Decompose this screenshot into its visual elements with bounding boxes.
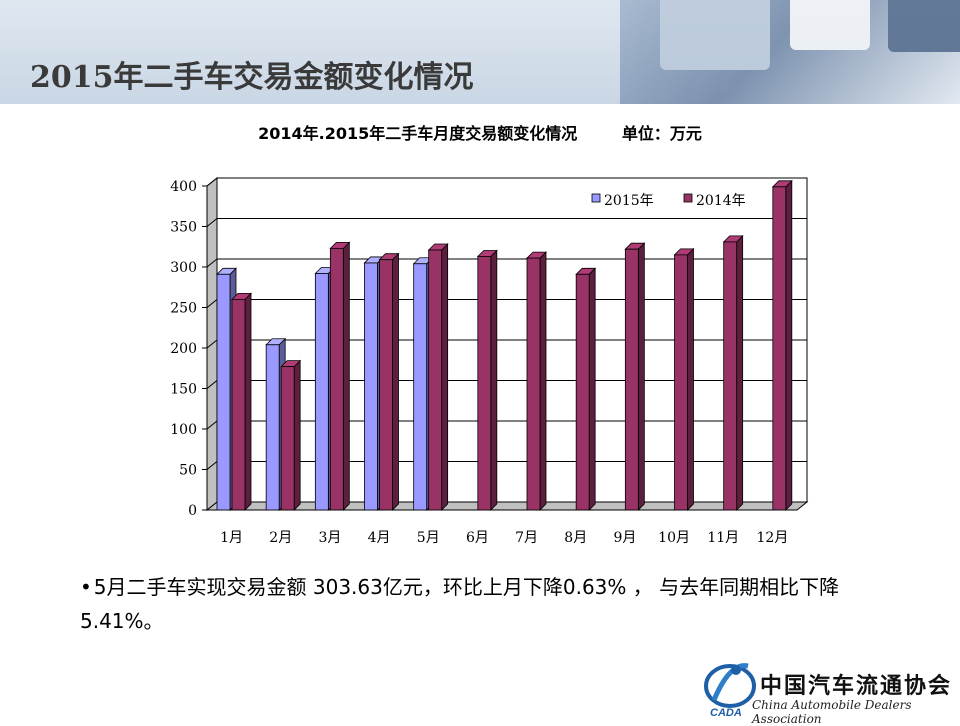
bar-side xyxy=(490,249,498,511)
bar-side xyxy=(293,359,301,511)
chart-title: 2014年.2015年二手车月度交易额变化情况 单位：万元 xyxy=(258,124,702,143)
x-tick-label: 5月 xyxy=(417,530,440,546)
bar-chart: 0 50 100 150 200 250 300 350 400 1月 2月 3月 4月 5月 6月 7月 8月… xyxy=(170,176,809,546)
bar-2014年-3月 xyxy=(329,247,344,511)
bar-2014年-1月 xyxy=(231,298,246,511)
y-tick-label: 200 xyxy=(170,341,197,357)
y-tick-label: 50 xyxy=(179,463,197,479)
y-tick-label: 250 xyxy=(170,301,197,317)
legend-swatch xyxy=(683,193,693,203)
slide-title: 2015年二手车交易金额变化情况 xyxy=(30,60,474,95)
header-decoration xyxy=(620,0,960,104)
bar-side xyxy=(687,247,694,511)
x-tick-label: 2月 xyxy=(269,530,292,546)
bar-2014年-12月 xyxy=(772,186,787,511)
y-tick-label: 100 xyxy=(170,422,197,438)
logo-abbr: CADA xyxy=(710,707,742,719)
x-tick-label: 1月 xyxy=(220,530,243,546)
bar-side xyxy=(736,234,744,511)
bar-2014年-10月 xyxy=(674,254,688,511)
legend-label: 2015年 xyxy=(604,193,654,209)
x-tick-label: 3月 xyxy=(318,530,341,546)
bar-side xyxy=(392,252,399,511)
bullet-dot: • xyxy=(80,575,92,599)
y-tick-label: 400 xyxy=(170,179,197,195)
logo-name-en: China Automobile Dealers Association xyxy=(752,698,912,726)
bar-2015年-1月 xyxy=(216,273,231,511)
bar-side xyxy=(342,241,350,511)
bar-2014年-7月 xyxy=(526,257,541,511)
summary-bullet: • 5月二手车实现交易金额 303.63亿元，环比上月下降0.63% ， 与去年同… xyxy=(80,570,900,638)
x-tick-label: 11月 xyxy=(707,530,739,546)
y-tick-label: 350 xyxy=(170,220,197,236)
x-tick-label: 10月 xyxy=(658,530,690,546)
bar-2014年-5月 xyxy=(428,249,443,511)
y-tick-label: 300 xyxy=(170,260,197,276)
summary-text: 5月二手车实现交易金额 303.63亿元，环比上月下降0.63% ， 与去年同期… xyxy=(80,575,840,633)
x-tick-label: 8月 xyxy=(564,530,587,546)
x-tick-label: 6月 xyxy=(466,530,489,546)
x-tick-label: 7月 xyxy=(515,530,538,546)
bar-2014年-9月 xyxy=(624,248,639,511)
bar-side xyxy=(244,292,252,511)
x-tick-label: 12月 xyxy=(757,530,789,546)
logo-name-cn: 中国汽车流通协会 xyxy=(760,673,953,699)
bar-2015年-3月 xyxy=(314,273,329,511)
bar-2014年-8月 xyxy=(575,273,590,511)
legend-label: 2014年 xyxy=(696,193,746,209)
bar-2014年-11月 xyxy=(723,241,738,511)
y-tick-label: 0 xyxy=(188,503,197,519)
bar-side xyxy=(588,267,596,511)
gridline xyxy=(206,218,807,227)
x-tick-label: 9月 xyxy=(613,530,636,546)
bar-2015年-4月 xyxy=(364,262,378,511)
bar-2015年-5月 xyxy=(413,263,428,511)
bar-side xyxy=(785,179,793,511)
bar-2014年-6月 xyxy=(477,256,492,511)
x-tick-label: 4月 xyxy=(368,530,391,546)
bar-side xyxy=(539,251,547,511)
bar-2014年-4月 xyxy=(379,259,393,511)
bar-2015年-2月 xyxy=(265,344,280,511)
bar-side xyxy=(441,243,449,511)
cada-logo-icon: CADA xyxy=(704,663,756,719)
gridline xyxy=(206,258,807,268)
y-tick-label: 150 xyxy=(170,382,197,398)
gridline xyxy=(206,177,807,187)
bar-side xyxy=(637,242,645,511)
legend-swatch xyxy=(591,193,601,203)
bar-2014年-2月 xyxy=(280,366,295,511)
